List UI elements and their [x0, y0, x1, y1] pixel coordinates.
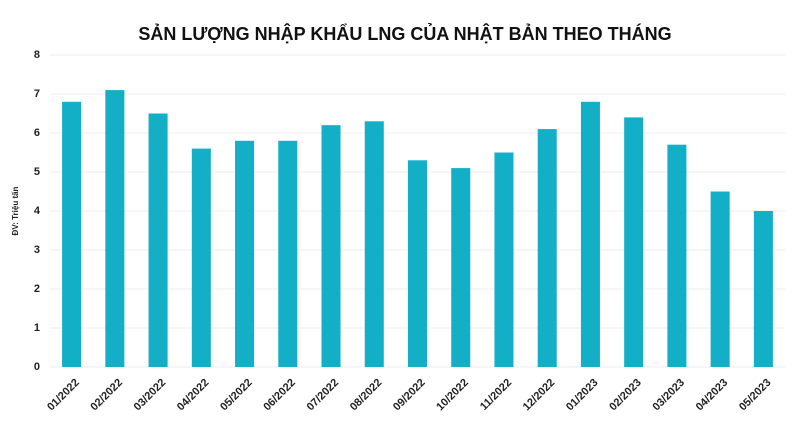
bar — [278, 140, 298, 367]
x-tick-label: 12/2022 — [521, 377, 558, 414]
bar — [62, 101, 82, 368]
chart-title: SẢN LƯỢNG NHẬP KHẨU LNG CỦA NHẬT BẢN THE… — [138, 23, 671, 44]
x-tick-label: 08/2022 — [348, 377, 385, 414]
x-tick-label: 06/2022 — [261, 377, 298, 414]
bar — [148, 113, 168, 367]
x-tick-label: 02/2022 — [88, 377, 125, 414]
x-tick-label: 01/2022 — [45, 377, 82, 414]
bar — [105, 90, 125, 367]
x-tick-label: 04/2022 — [175, 377, 212, 414]
y-tick-label: 1 — [34, 322, 40, 334]
bar — [451, 168, 471, 367]
bar — [753, 211, 773, 367]
y-tick-label: 7 — [34, 88, 40, 100]
bar — [364, 121, 384, 367]
x-tick-label: 05/2023 — [737, 377, 774, 414]
bar — [191, 148, 211, 367]
bar — [624, 117, 644, 368]
y-tick-label: 4 — [34, 205, 41, 217]
x-tick-label: 09/2022 — [391, 377, 428, 414]
y-tick-label: 3 — [34, 244, 40, 256]
bar — [407, 160, 428, 367]
y-tick-label: 8 — [34, 49, 40, 61]
y-tick-label: 0 — [34, 361, 40, 373]
bar — [235, 140, 255, 367]
x-tick-label: 03/2023 — [650, 377, 687, 414]
x-tick-label: 03/2022 — [132, 377, 169, 414]
x-tick-label: 10/2022 — [434, 377, 471, 414]
y-tick-label: 6 — [34, 127, 40, 139]
x-tick-label: 07/2022 — [305, 377, 342, 414]
x-tick-label: 01/2023 — [564, 377, 601, 414]
x-tick-label: 04/2023 — [694, 377, 731, 414]
x-tick-label: 05/2022 — [218, 377, 255, 414]
x-tick-label: 02/2023 — [607, 377, 644, 414]
y-tick-label: 5 — [34, 166, 40, 178]
y-tick-label: 2 — [34, 283, 40, 295]
bar — [667, 144, 687, 367]
bar — [710, 191, 730, 367]
bar — [321, 125, 341, 367]
y-axis-label: ĐV: Triệu tấn — [11, 186, 20, 235]
bar — [580, 101, 600, 368]
bar — [537, 129, 557, 367]
bar — [494, 152, 514, 367]
x-tick-label: 11/2022 — [478, 377, 514, 413]
